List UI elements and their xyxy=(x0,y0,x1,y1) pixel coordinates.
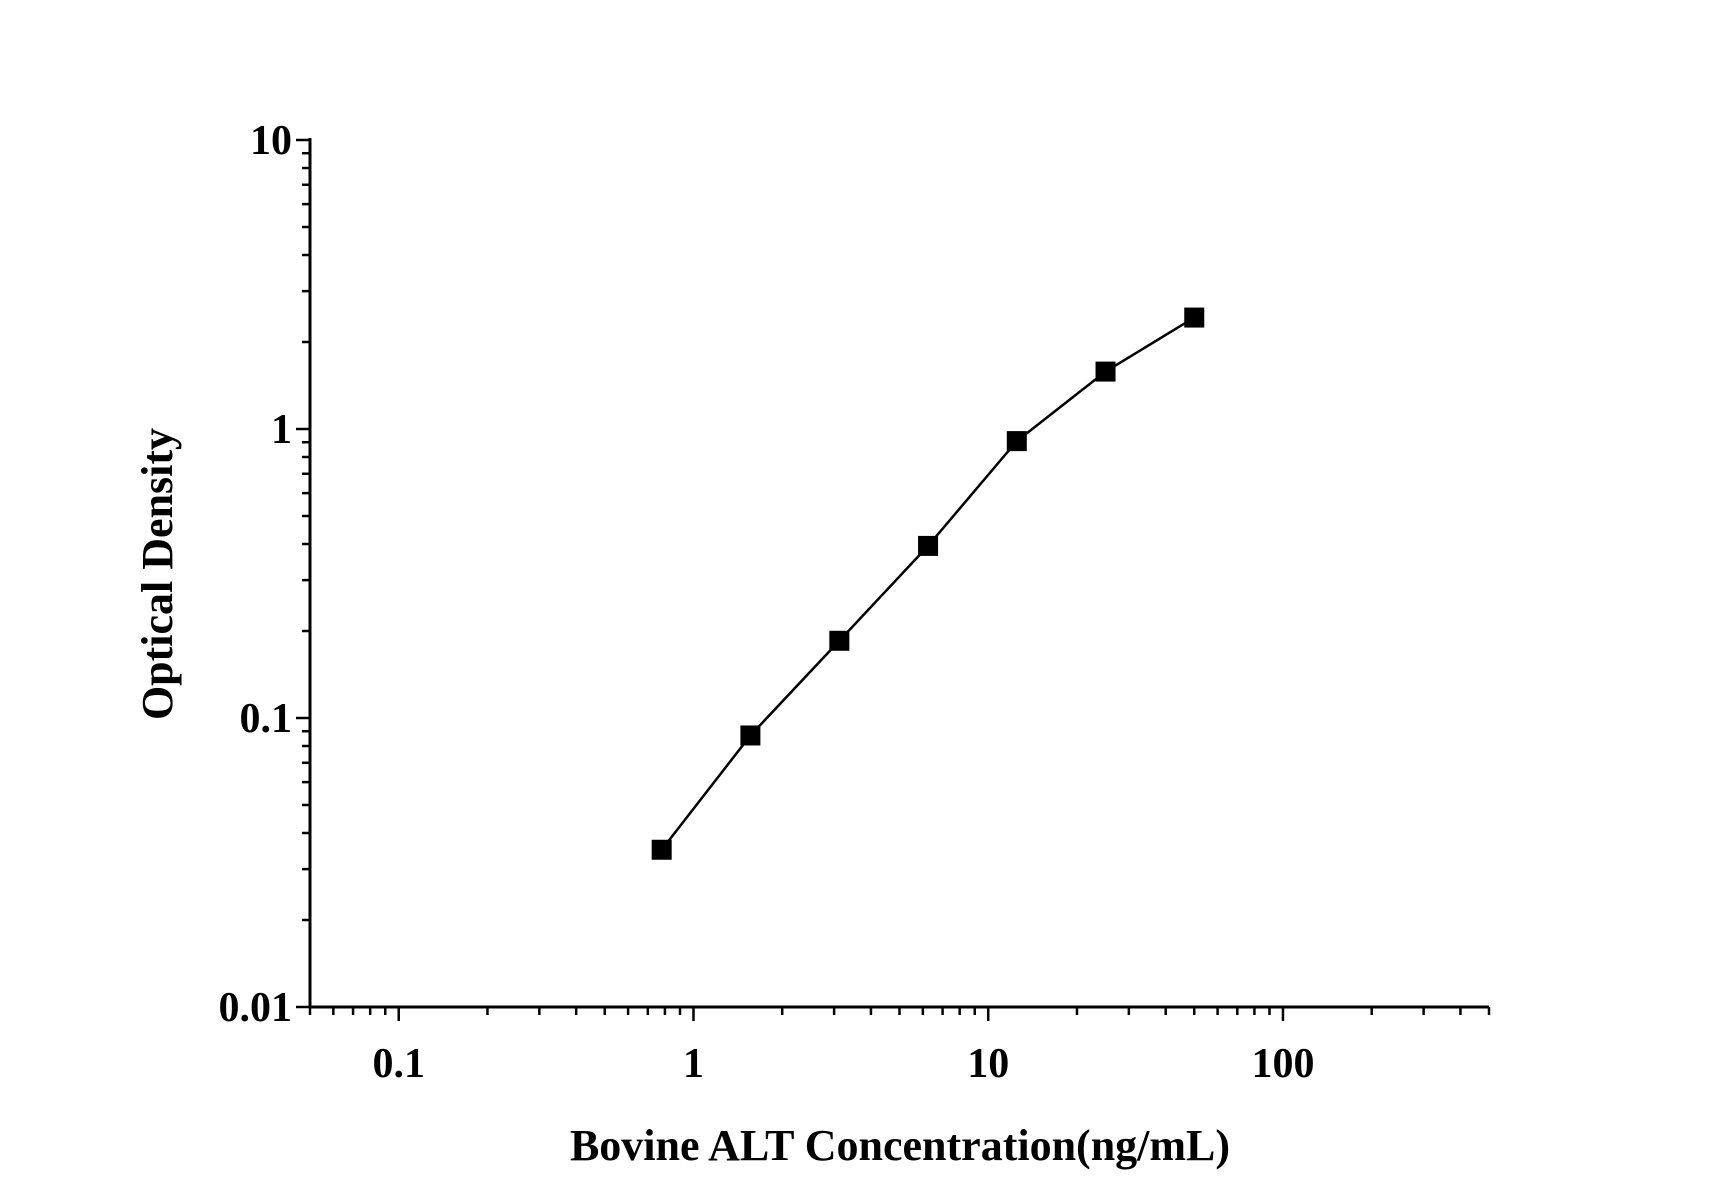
y-tick-label: 1 xyxy=(271,407,292,453)
y-tick-label: 0.1 xyxy=(240,696,293,742)
x-tick-label: 0.1 xyxy=(372,1041,425,1087)
x-tick-label: 100 xyxy=(1251,1041,1314,1087)
x-tick-label: 1 xyxy=(683,1041,704,1087)
axes xyxy=(308,138,1489,1009)
data-point xyxy=(740,725,761,746)
y-tick-label: 0.01 xyxy=(219,985,293,1031)
data-point xyxy=(651,839,672,860)
x-tick-label: 10 xyxy=(967,1041,1009,1087)
series xyxy=(651,307,1205,860)
series-line xyxy=(660,316,1195,851)
ticks: 0.1 1 10 100 0.01 0.1 1 10 xyxy=(219,118,1491,1087)
data-point xyxy=(918,535,939,556)
data-point xyxy=(1184,307,1205,328)
data-point xyxy=(1095,361,1116,382)
data-point xyxy=(1006,431,1027,452)
y-axis-label: Optical Density xyxy=(133,428,182,720)
data-point xyxy=(829,630,850,651)
y-tick-label: 10 xyxy=(250,118,292,164)
x-axis-label: Bovine ALT Concentration(ng/mL) xyxy=(570,1121,1230,1170)
